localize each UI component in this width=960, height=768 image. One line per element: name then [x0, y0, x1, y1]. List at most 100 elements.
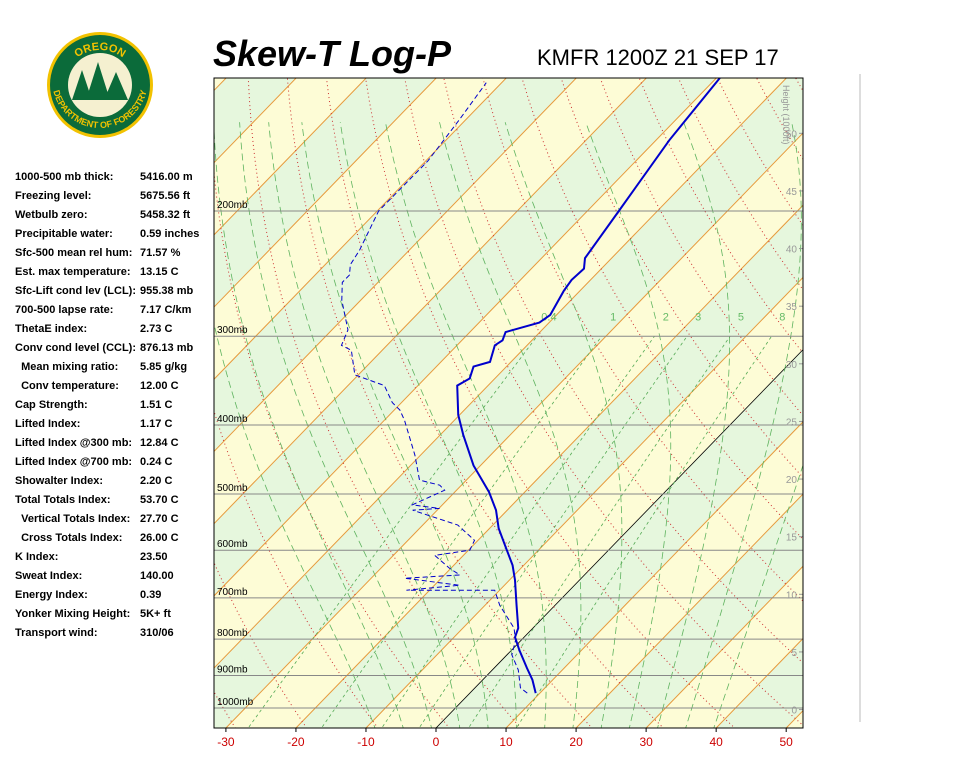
logo-top-text: OREGON [72, 41, 127, 60]
y-tick-label: 400mb [217, 414, 248, 425]
isotherm [214, 78, 507, 380]
zero-isotherm [435, 349, 803, 728]
stat-label: Conv temperature: [15, 380, 119, 392]
stat-value: 5416.00 m [140, 171, 193, 183]
stat-label: Precipitable water: [15, 228, 113, 240]
x-tick-label: -30 [217, 735, 235, 749]
y2-tick-label: 5 [791, 648, 797, 659]
isotherm [645, 565, 803, 728]
stat-value: 26.00 C [140, 532, 179, 544]
logo: OREGON DEPARTMENT OF FORESTRY [47, 32, 153, 138]
mixing-ratio-label: 5 [738, 311, 744, 323]
stat-value: 0.24 C [140, 456, 172, 468]
moist-adiabat [214, 122, 404, 728]
dry-adiabat [935, 53, 960, 731]
stat-label: Vertical Totals Index: [15, 513, 130, 525]
isotherm [225, 132, 803, 728]
stat-value: 12.84 C [140, 437, 179, 449]
isotherm-band [214, 78, 803, 728]
isotherm [214, 78, 437, 308]
y2-tick-label: 20 [786, 475, 798, 486]
stat-label: 1000-500 mb thick: [15, 171, 113, 183]
mixing-ratio-line [320, 335, 602, 728]
isotherm-band [856, 78, 960, 728]
stat-label: Transport wind: [15, 627, 98, 639]
dry-adiabat [365, 78, 736, 728]
stat-value: 5458.32 ft [140, 209, 190, 221]
y2-tick-label: 40 [786, 245, 798, 256]
stat-label: K Index: [15, 551, 58, 563]
isotherm [0, 78, 16, 728]
stat-label: Sweat Index: [15, 570, 82, 582]
stat-value: 1.17 C [140, 418, 172, 430]
stat-value: 7.17 C/km [140, 304, 192, 316]
dry-adiabat [482, 78, 803, 602]
stat-label: Conv cond level (CCL): [15, 342, 136, 354]
mixing-ratio-label: 2 [663, 311, 669, 323]
y2-tick-label: 30 [786, 360, 798, 371]
isotherm [214, 78, 577, 453]
stat-value: 140.00 [140, 570, 174, 582]
y-tick-label: 1000mb [217, 697, 254, 708]
y2-tick-label: 50 [786, 129, 798, 140]
x-tick-label: 10 [499, 735, 513, 749]
y-tick-label: 200mb [217, 200, 248, 211]
x-tick-label: 50 [780, 735, 794, 749]
dewpoint-line [340, 82, 528, 694]
dry-adiabat [214, 166, 450, 728]
y-tick-label: 800mb [217, 628, 248, 639]
stat-value: 5K+ ft [140, 608, 171, 620]
x-tick-label: 40 [709, 735, 723, 749]
y2-tick-label: 15 [786, 533, 798, 544]
stat-value: 71.57 % [140, 247, 181, 259]
stat-value: 53.70 C [140, 494, 179, 506]
plot-background [0, 53, 960, 731]
y2-axis-label: Height (1000ft) [781, 85, 791, 145]
stat-label: Sfc-500 mean rel hum: [15, 247, 132, 259]
mixing-ratio-label: 0.4 [541, 311, 556, 323]
stat-value: 1.51 C [140, 399, 172, 411]
stat-label: Total Totals Index: [15, 494, 111, 506]
isotherm [505, 421, 803, 728]
mixing-ratio-line [418, 335, 688, 728]
plot-foreground: 0.4 1 2 3 5 81000mb900mb800mb700mb600mb500mb4… [214, 78, 803, 749]
stat-label: Wetbulb zero: [15, 209, 88, 221]
stat-label: Est. max temperature: [15, 266, 131, 278]
isotherm-band [786, 710, 803, 728]
mixing-ratio-label: 8 [779, 311, 785, 323]
moist-adiabat [268, 122, 461, 728]
stat-label: Energy Index: [15, 589, 88, 601]
y-tick-label: 600mb [217, 539, 248, 550]
plot-frame [213, 77, 804, 729]
stat-value: 0.39 [140, 589, 161, 601]
moist-adiabat [685, 122, 802, 728]
moist-adiabat [385, 122, 547, 728]
stat-value: 23.50 [140, 551, 168, 563]
stat-label: Yonker Mixing Height: [15, 608, 130, 620]
dry-adiabat [638, 78, 803, 354]
stat-label: Showalter Index: [15, 475, 103, 487]
logo-trees [72, 62, 128, 100]
y2-tick-label: 35 [786, 302, 798, 313]
moist-adiabat [339, 122, 517, 728]
y-tick-label: 900mb [217, 664, 248, 675]
stat-label: Cap Strength: [15, 399, 88, 411]
stat-label: Lifted Index: [15, 418, 80, 430]
moist-adiabat [504, 122, 623, 728]
stat-value: 2.20 C [140, 475, 172, 487]
x-tick-label: 20 [569, 735, 583, 749]
mixing-ratio-line [247, 335, 538, 728]
moist-adiabat [585, 122, 672, 728]
mixing-ratio-line [515, 335, 772, 728]
logo-top: OREGON [72, 41, 127, 60]
stat-label: Mean mixing ratio: [15, 361, 118, 373]
stat-value: 310/06 [140, 627, 174, 639]
dry-adiabat [214, 409, 379, 728]
x-tick-label: -20 [287, 735, 305, 749]
isotherm [214, 78, 717, 597]
y2-tick-label: 0 [791, 706, 797, 717]
stat-value: 5675.56 ft [140, 190, 190, 202]
stat-label: Lifted Index @300 mb: [15, 437, 132, 449]
isotherm [214, 78, 647, 525]
